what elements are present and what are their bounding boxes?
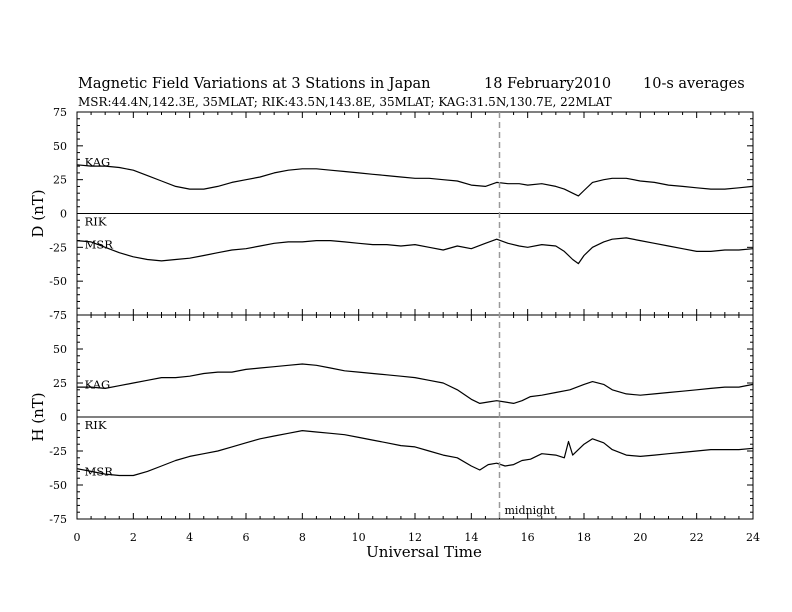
x-tick-label: 24 (746, 531, 760, 544)
y-tick-label: -75 (49, 309, 67, 322)
midnight-label: midnight (505, 504, 556, 517)
y-tick-label: -25 (49, 445, 67, 458)
x-tick-label: 18 (577, 531, 591, 544)
y-tick-label: 25 (53, 377, 67, 390)
y-tick-label: -50 (49, 479, 67, 492)
y-tick-label: -75 (49, 513, 67, 526)
y-tick-label: 75 (53, 106, 67, 119)
y-tick-label: -50 (49, 275, 67, 288)
series-line-kag (76, 164, 754, 197)
chart-title: Magnetic Field Variations at 3 Stations … (78, 76, 431, 92)
x-tick-label: 8 (299, 531, 306, 544)
station-label: RIK (85, 418, 107, 432)
y-axis-title: D (nT) (29, 189, 47, 237)
x-tick-label: 12 (408, 531, 422, 544)
y-tick-label: 50 (53, 140, 67, 153)
station-label: KAG (85, 377, 111, 391)
plot-layer: 75 50 25 0 -25 -50 -75 D (nT) KAG RIK MSR 50 25 0 -25 -… (29, 106, 760, 544)
station-label: KAG (85, 155, 111, 169)
series-line-msr (76, 237, 754, 265)
x-tick-label: 22 (690, 531, 704, 544)
y-tick-label: 0 (60, 411, 67, 424)
station-label: RIK (85, 215, 107, 229)
x-tick-label: 0 (74, 531, 81, 544)
y-tick-label: 50 (53, 343, 67, 356)
y-tick-label: -25 (49, 241, 67, 254)
x-tick-label: 4 (186, 531, 193, 544)
chart-averaging: 10-s averages (643, 76, 745, 92)
x-axis-title: Universal Time (366, 543, 482, 561)
x-tick-label: 14 (464, 531, 478, 544)
y-tick-label: 25 (53, 174, 67, 187)
station-label: MSR (85, 238, 114, 252)
y-axis-title: H (nT) (29, 392, 47, 441)
chart-date: 18 February2010 (484, 76, 611, 92)
x-tick-label: 6 (243, 531, 250, 544)
x-tick-label: 2 (130, 531, 137, 544)
station-label: MSR (85, 464, 114, 478)
x-tick-label: 10 (352, 531, 366, 544)
x-tick-label: 16 (521, 531, 535, 544)
chart-subtitle: MSR:44.4N,142.3E, 35MLAT; RIK:43.5N,143.… (78, 95, 612, 109)
y-tick-label: 0 (60, 208, 67, 221)
series-line-kag (77, 363, 754, 404)
x-tick-label: 20 (633, 531, 647, 544)
series-line-msr (76, 430, 754, 477)
